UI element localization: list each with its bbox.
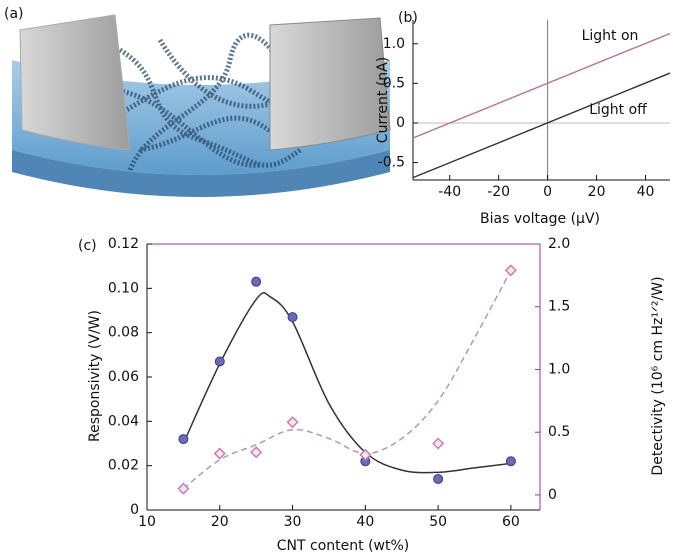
y-tick-label: 0 bbox=[396, 115, 405, 131]
y-tick-label: 0.08 bbox=[108, 325, 139, 341]
device-illustration bbox=[12, 15, 390, 197]
annotation: Light on bbox=[582, 28, 639, 44]
y-tick-label: 0.10 bbox=[108, 280, 139, 296]
x-tick-label: 10 bbox=[138, 514, 156, 530]
y2-axis-title: Detectivity (10⁶ cm Hz¹ᐟ²/W) bbox=[650, 276, 666, 475]
y-tick-label: 0.04 bbox=[108, 413, 139, 429]
line bbox=[413, 33, 670, 138]
circle-marker bbox=[288, 313, 297, 322]
x-tick-label: -20 bbox=[487, 184, 510, 200]
y-tick-label: 0.02 bbox=[108, 458, 139, 474]
y2-tick-label: 0.5 bbox=[548, 424, 570, 440]
panel-label: (b) bbox=[398, 10, 418, 26]
x-tick-label: 20 bbox=[211, 514, 229, 530]
y2-tick-label: 2.0 bbox=[548, 236, 570, 252]
y-tick-label: 0 bbox=[130, 502, 139, 518]
fit-curve bbox=[183, 293, 511, 473]
x-tick-label: 30 bbox=[284, 514, 302, 530]
x-tick-label: 60 bbox=[502, 514, 520, 530]
panel-label: (c) bbox=[78, 238, 97, 254]
diamond-marker bbox=[433, 439, 443, 449]
circle-marker bbox=[215, 357, 224, 366]
y2-tick-label: 1.0 bbox=[548, 361, 570, 377]
y-tick-label: 0.06 bbox=[108, 369, 139, 385]
diamond-marker bbox=[251, 447, 261, 457]
circle-marker bbox=[506, 457, 515, 466]
line bbox=[413, 73, 670, 178]
x-axis-title: CNT content (wt%) bbox=[277, 538, 409, 554]
x-tick-label: 40 bbox=[356, 514, 374, 530]
x-tick-label: 20 bbox=[588, 184, 606, 200]
fit-curve bbox=[183, 270, 511, 488]
diamond-marker bbox=[288, 417, 298, 427]
x-tick-label: 40 bbox=[637, 184, 655, 200]
circle-marker bbox=[434, 474, 443, 483]
x-tick-label: -40 bbox=[438, 184, 461, 200]
annotation: Light off bbox=[589, 102, 647, 118]
x-axis-title: Bias voltage (µV) bbox=[480, 211, 600, 227]
y-axis-title: Responsivity (V/W) bbox=[87, 310, 103, 442]
panel-label: (a) bbox=[4, 6, 24, 22]
figure: (a) (b) Bias voltage (µV) Current (nA) -40 -… bbox=[0, 0, 695, 555]
x-tick-label: 0 bbox=[543, 184, 552, 200]
y-tick-label: -0.5 bbox=[378, 155, 405, 171]
y-tick-label: 0.5 bbox=[383, 75, 405, 91]
y2-tick-label: 0 bbox=[548, 487, 557, 503]
circle-marker bbox=[179, 435, 188, 444]
y2-tick-label: 1.5 bbox=[548, 299, 570, 315]
circle-marker bbox=[252, 277, 261, 286]
y-axis-title: Current (nA) bbox=[375, 57, 391, 143]
x-tick-label: 50 bbox=[429, 514, 447, 530]
y-tick-label: 1.0 bbox=[383, 36, 405, 52]
diamond-marker bbox=[506, 265, 516, 275]
y-tick-label: 0.12 bbox=[108, 236, 139, 252]
